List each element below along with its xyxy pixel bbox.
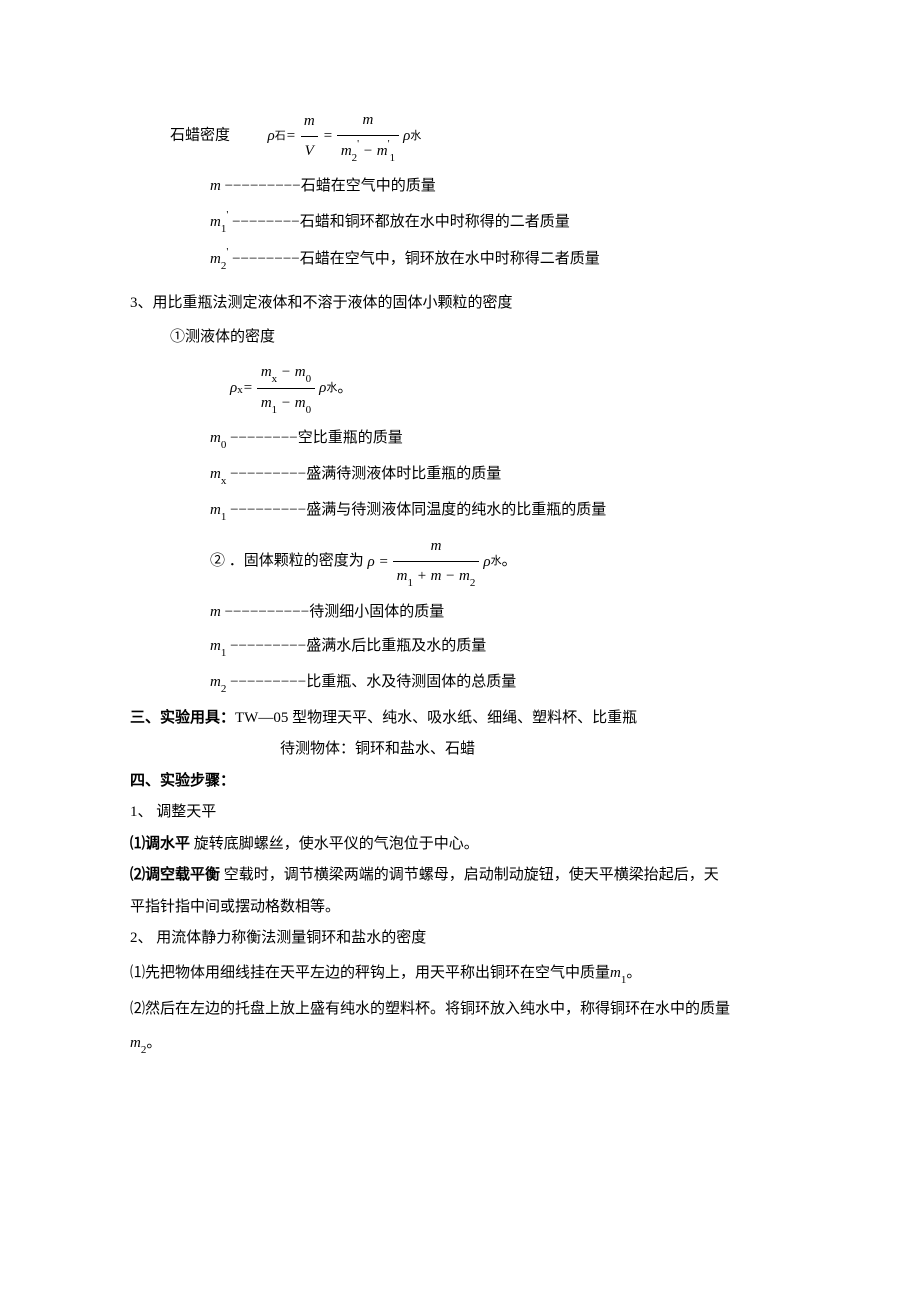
step-1: 1、 调整天平 — [130, 798, 800, 827]
step-2: 2、 用流体静力称衡法测量铜环和盐水的密度 — [130, 924, 800, 953]
section-3-sub1: ①测液体的密度 — [130, 323, 800, 352]
formula-1-prefix: 石蜡密度 — [170, 128, 230, 144]
section-4-heading: 四、实验步骤： — [130, 767, 800, 796]
document-page: 石蜡密度 ρ石 = mV = m m2' − m'1 ρ水 m −−−−−−−−… — [0, 0, 920, 1165]
step-1b-cont: 平指针指中间或摆动格数相等。 — [130, 893, 800, 922]
section-3-title: 3、用比重瓶法测定液体和不溶于液体的固体小颗粒的密度 — [130, 289, 800, 318]
def-m1p: m1' −−−−−−−−石蜡和铜环都放在水中时称得的二者质量 — [130, 207, 800, 238]
def-m0: m0 −−−−−−−−空比重瓶的质量 — [130, 424, 800, 454]
formula-2: ρx = mx − m0 m1 − m0 ρ水 。 — [130, 358, 800, 419]
step-2a: ⑴先把物体用细线挂在天平左边的秤钩上，用天平称出铜环在空气中质量m1。 — [130, 959, 800, 989]
step-1a: ⑴调水平 旋转底脚螺丝，使水平仪的气泡位于中心。 — [130, 830, 800, 859]
def-mx: mx −−−−−−−−−盛满待测液体时比重瓶的质量 — [130, 460, 800, 490]
formula-1-expr: ρ石 = mV = m m2' − m'1 ρ水 — [268, 106, 422, 166]
section-3-sub2: ② ．固体颗粒的密度为 ρ = m m1 + m − m2 ρ水 。 — [130, 532, 800, 591]
step-2b-var: m2。 — [130, 1029, 800, 1059]
def-m-solid: m −−−−−−−−−−待测细小固体的质量 — [130, 598, 800, 627]
step-1b: ⑵调空载平衡 空载时，调节横梁两端的调节螺母，启动制动旋钮，使天平横梁抬起后，天 — [130, 861, 800, 890]
def-m: m −−−−−−−−−石蜡在空气中的质量 — [130, 172, 800, 201]
step-2b: ⑵然后在左边的托盘上放上盛有纯水的塑料杯。将铜环放入纯水中，称得铜环在水中的质量 — [130, 995, 800, 1024]
section-3-body2: 待测物体：铜环和盐水、石蜡 — [130, 735, 800, 764]
def-m1: m1 −−−−−−−−−盛满与待测液体同温度的纯水的比重瓶的质量 — [130, 496, 800, 526]
def-m2p: m2' −−−−−−−−石蜡在空气中，铜环放在水中时称得二者质量 — [130, 244, 800, 275]
section-3-heading: 三、实验用具：TW—05 型物理天平、纯水、吸水纸、细绳、塑料杯、比重瓶 — [130, 704, 800, 733]
formula-1: 石蜡密度 ρ石 = mV = m m2' − m'1 ρ水 — [130, 106, 800, 166]
def-m2-b: m2 −−−−−−−−−比重瓶、水及待测固体的总质量 — [130, 668, 800, 698]
def-m1-b: m1 −−−−−−−−−盛满水后比重瓶及水的质量 — [130, 632, 800, 662]
